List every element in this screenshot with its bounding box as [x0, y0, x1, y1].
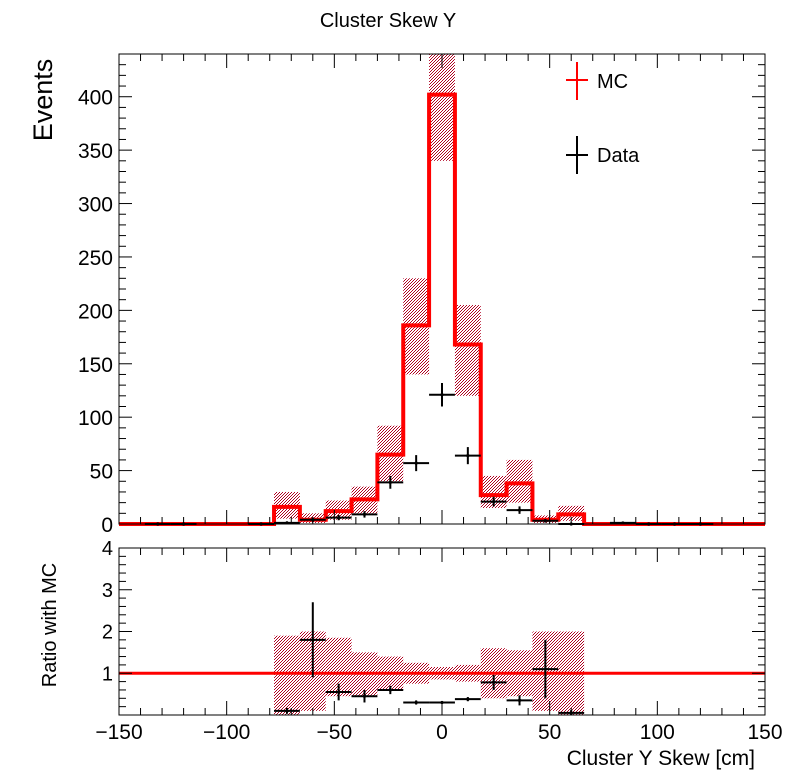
ratio-marker	[337, 690, 341, 694]
ratio-marker	[285, 709, 289, 713]
mc-band-bin	[506, 459, 533, 503]
x-tick-label: 0	[436, 721, 448, 744]
ratio-point	[299, 602, 326, 678]
data-marker	[414, 461, 418, 465]
y-tick-label: 200	[78, 300, 113, 323]
data-point	[403, 455, 430, 472]
data-point	[325, 514, 352, 521]
data-marker	[388, 480, 392, 484]
x-tick-label: −50	[317, 721, 353, 744]
data-marker	[337, 515, 341, 520]
y-tick-label: 400	[78, 87, 113, 110]
main-axis-ticks	[118, 53, 766, 525]
x-tick-label: 150	[747, 721, 782, 744]
data-points	[144, 383, 714, 526]
y-tick-label: 250	[78, 247, 113, 270]
mc-band-bin	[429, 54, 455, 161]
ratio-point	[506, 695, 533, 706]
data-point	[506, 506, 533, 514]
ratio-point	[274, 707, 300, 714]
ratio-point	[532, 639, 559, 699]
legend-label-data: Data	[597, 145, 640, 167]
data-marker	[517, 508, 522, 512]
legend-label-mc: MC	[597, 71, 628, 93]
legend-entry-mc: MC	[566, 62, 628, 100]
x-axis-label: Cluster Y Skew [cm]	[567, 747, 755, 770]
legend: MC Data	[566, 62, 640, 174]
data-marker	[362, 512, 367, 516]
ratio-axis-ticks	[118, 547, 766, 716]
ratio-y-tick-label: 1	[102, 663, 113, 685]
legend-entry-data: Data	[566, 136, 640, 174]
x-tick-labels: −150 −100 −50 0 50 100 150	[95, 721, 782, 744]
y-tick-label: 0	[101, 514, 113, 537]
ratio-y-tick-label: 4	[102, 538, 113, 560]
ratio-marker	[517, 698, 522, 702]
y-tick-label: 150	[78, 354, 113, 377]
ratio-point	[480, 674, 507, 690]
ratio-marker	[492, 680, 496, 685]
ratio-point	[351, 689, 378, 703]
ratio-point	[403, 700, 430, 705]
ratio-marker	[414, 700, 418, 705]
ratio-marker	[362, 694, 367, 698]
ratio-point	[325, 683, 352, 701]
x-tick-label: 50	[538, 721, 561, 744]
data-point	[351, 511, 378, 518]
mc-band-bin	[454, 305, 481, 396]
data-point	[532, 518, 559, 523]
ratio-marker	[466, 697, 470, 701]
data-point	[480, 496, 507, 507]
data-point	[377, 475, 404, 489]
ratio-point	[377, 685, 404, 695]
x-tick-label: −100	[203, 721, 250, 744]
ratio-y-tick-label: 2	[102, 622, 113, 644]
ratio-frame-rect	[118, 547, 766, 716]
ratio-y-tick-labels: 1 2 3 4	[102, 538, 113, 685]
y-tick-label: 100	[78, 407, 113, 430]
ratio-marker	[311, 638, 315, 642]
data-marker	[466, 454, 470, 458]
y-axis-label-ratio: Ratio with MC	[39, 563, 61, 687]
ratio-axes-frame	[118, 547, 766, 716]
data-marker	[440, 393, 444, 397]
x-tick-label: 100	[640, 721, 675, 744]
data-point	[454, 447, 481, 465]
ratio-point	[454, 697, 481, 702]
y-tick-label: 50	[90, 461, 113, 484]
chart-title: Cluster Skew Y	[320, 10, 456, 32]
main-y-tick-labels: 0 50 100 150 200 250 300 350 400	[78, 87, 113, 537]
data-marker	[543, 519, 547, 523]
data-point	[429, 383, 455, 407]
ratio-marker	[388, 688, 392, 692]
ratio-y-tick-label: 3	[102, 580, 113, 602]
y-axis-label-events: Events	[28, 59, 58, 142]
y-tick-label: 350	[78, 140, 113, 163]
y-tick-label: 300	[78, 194, 113, 217]
ratio-marker	[543, 667, 547, 671]
data-marker	[492, 499, 496, 504]
x-tick-label: −150	[95, 721, 142, 744]
ratio-band-bin	[274, 635, 300, 715]
